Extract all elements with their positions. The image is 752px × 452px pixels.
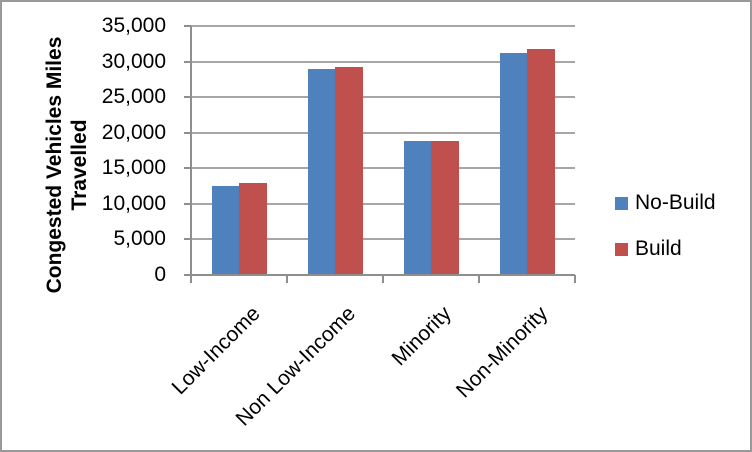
x-tick bbox=[382, 275, 384, 283]
x-tick bbox=[286, 275, 288, 283]
bar-build-low-income bbox=[239, 182, 267, 275]
legend: No-Build Build bbox=[615, 190, 716, 262]
bar-no-build-non-minority bbox=[499, 53, 527, 275]
y-tick-label: 25,000 bbox=[101, 85, 166, 109]
y-tick bbox=[184, 131, 191, 134]
y-tick-label: 15,000 bbox=[101, 156, 166, 180]
y-tick bbox=[184, 202, 191, 205]
x-label-low-income: Low-Income bbox=[167, 302, 265, 400]
bar-no-build-non-low-income bbox=[307, 69, 335, 275]
legend-label-no-build: No-Build bbox=[635, 191, 716, 214]
x-tick bbox=[574, 275, 576, 283]
legend-swatch-build bbox=[615, 242, 628, 256]
x-label-minority: Minority bbox=[388, 302, 457, 371]
bar-no-build-low-income bbox=[211, 186, 239, 275]
y-axis-line bbox=[190, 26, 192, 283]
y-tick bbox=[184, 238, 191, 241]
x-axis-line bbox=[184, 274, 575, 276]
gridline-30000 bbox=[191, 60, 575, 63]
bar-build-non-low-income bbox=[335, 67, 363, 275]
legend-swatch-no-build bbox=[615, 196, 628, 210]
x-tick bbox=[478, 275, 480, 283]
legend-label-build: Build bbox=[635, 237, 682, 260]
y-tick-label: 30,000 bbox=[101, 49, 166, 73]
gridline-20000 bbox=[191, 131, 575, 134]
gridline-10000 bbox=[191, 202, 575, 205]
gridline-35000 bbox=[191, 25, 575, 27]
y-axis-title-line-1: Congested Vehicles Miles bbox=[43, 36, 66, 294]
legend-item-no-build: No-Build bbox=[615, 190, 716, 216]
bar-build-minority bbox=[431, 140, 459, 275]
x-tick bbox=[190, 275, 192, 283]
bar-no-build-minority bbox=[403, 141, 431, 275]
y-tick bbox=[184, 167, 191, 170]
y-tick-label: 0 bbox=[154, 263, 166, 286]
y-tick-label: 35,000 bbox=[101, 14, 166, 37]
x-label-non-minority: Non-Minority bbox=[451, 302, 553, 403]
y-tick-label: 20,000 bbox=[101, 120, 166, 144]
y-tick bbox=[184, 60, 191, 63]
y-tick bbox=[184, 96, 191, 99]
y-tick-label: 5,000 bbox=[113, 227, 166, 251]
gridline-15000 bbox=[191, 167, 575, 170]
gridline-5000 bbox=[191, 238, 575, 241]
gridline-25000 bbox=[191, 96, 575, 99]
legend-item-build: Build bbox=[615, 236, 716, 262]
bar-build-non-minority bbox=[527, 49, 555, 275]
y-tick-label: 10,000 bbox=[101, 191, 166, 215]
y-tick bbox=[184, 25, 191, 27]
